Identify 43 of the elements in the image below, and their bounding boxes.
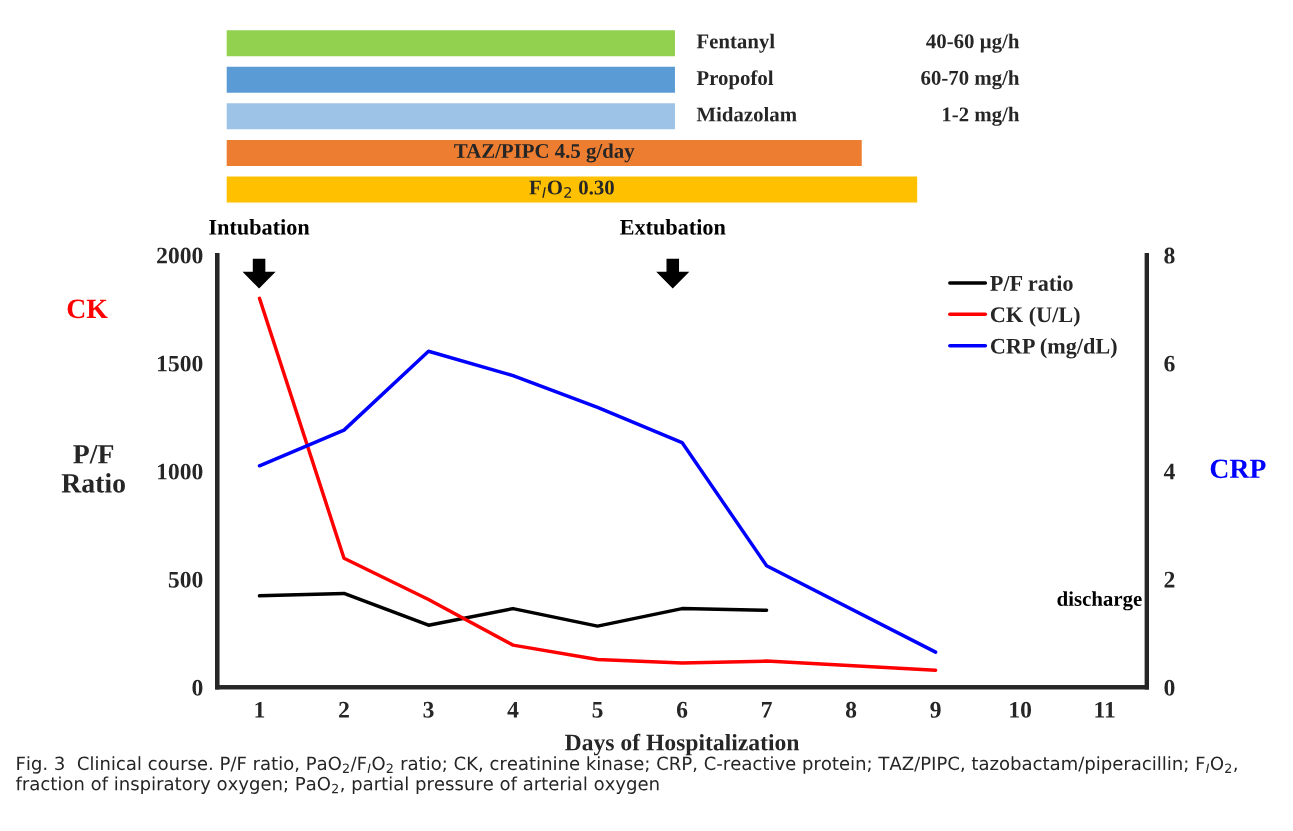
- x-tick-label: 11: [1095, 701, 1115, 718]
- text: 60-70 mg/h: [921, 70, 1020, 90]
- y-axis-title: P/F Ratio: [61, 445, 125, 493]
- x-tick-label: 2: [339, 701, 349, 718]
- x-tick-label: 8: [845, 701, 857, 718]
- y2-axis-title: CRP: [1210, 459, 1266, 479]
- category-label: Propofol: [696, 70, 774, 90]
- y2-tick-label: 8: [1164, 247, 1175, 264]
- text: Extubation: [620, 219, 726, 235]
- y2-tick-label: 4: [1163, 463, 1175, 480]
- x-axis-title: Days of Hospitalization: [565, 733, 800, 756]
- y2-tick-label: 0: [1164, 679, 1175, 696]
- y-tick-label: 500: [168, 571, 203, 588]
- legend-label: CK (U/L): [990, 306, 1080, 327]
- legend-label: P/F ratio: [990, 275, 1073, 291]
- text: 40-60 µg/h: [926, 33, 1020, 53]
- x-tick-label: 10: [1010, 701, 1032, 718]
- x-tick-label: 6: [676, 701, 688, 718]
- annotation: discharge: [1057, 591, 1142, 611]
- line-series: [257, 296, 938, 672]
- line-series: [257, 591, 769, 628]
- y-tick-label: 0: [192, 679, 203, 696]
- annotation: TAZ/PIPC 4.5 g/day: [454, 143, 635, 163]
- y2-tick-label: 2: [1164, 571, 1175, 588]
- legend-label: CRP (mg/dL): [990, 338, 1117, 359]
- x-tick-label: 1: [255, 701, 265, 718]
- text: 1-2 mg/h: [943, 106, 1020, 126]
- y2-tick-label: 6: [1164, 355, 1175, 372]
- x-tick-label: 9: [930, 701, 941, 718]
- category-label: Fentanyl: [696, 33, 775, 53]
- x-tick-label: 5: [592, 702, 603, 718]
- category-label: Midazolam: [696, 106, 797, 122]
- annotation: F$_{I}$O$_{2}$ 0.30: [529, 180, 614, 198]
- text: CK: [67, 299, 108, 319]
- y-tick-label: 1500: [158, 355, 203, 372]
- x-tick-label: 3: [423, 701, 434, 718]
- y-tick-label: 1000: [158, 463, 203, 480]
- y-tick-label: 2000: [157, 247, 203, 264]
- text: Fig. 3 Clinical course. P/F ratio, PaO$_{2}$/F$_{I}$O$_{2}$ ratio; CK, creatinine kinase; CRP, C-reactive protein; TAZ/PIPC, tazobactam/piperacillin; F$_{I}$O$_{2}$, fraction of inspiratory oxygen; PaO$_{2}$, partial pressure of arterial oxygen: [15, 756, 1237, 794]
- text: Intubation: [209, 219, 310, 235]
- x-tick-label: 7: [762, 702, 772, 718]
- line-series: [257, 349, 938, 654]
- x-tick-label: 4: [507, 701, 519, 718]
